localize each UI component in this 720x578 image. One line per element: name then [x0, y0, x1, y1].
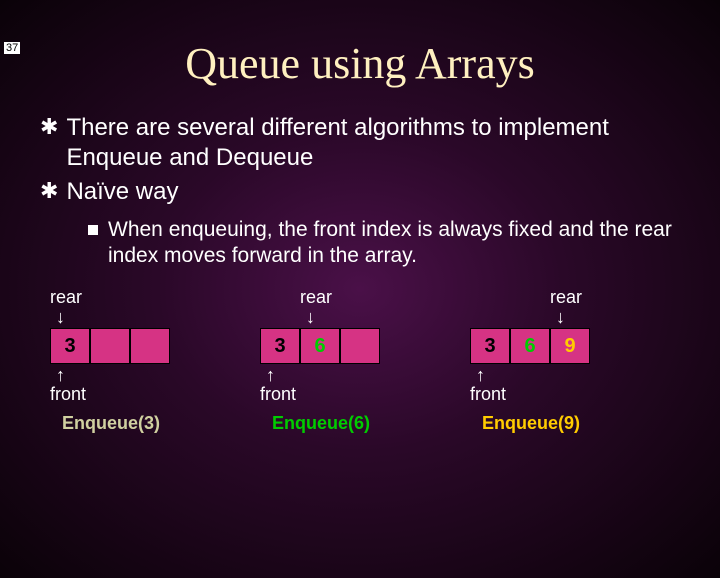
- enqueue-label: Enqueue(9): [482, 413, 580, 434]
- cell: [90, 328, 130, 364]
- asterisk-icon: ✱: [40, 113, 58, 141]
- bullet-2-text: Naïve way: [66, 177, 178, 207]
- cell: 3: [50, 328, 90, 364]
- array-boxes: 3 6 9: [470, 328, 590, 364]
- bullet-1-text: There are several different algorithms t…: [66, 113, 680, 173]
- front-label: front: [50, 384, 86, 405]
- diagram-2: rear ↓ 3 6 ↑ front Enqueue(6): [260, 287, 460, 434]
- cell: 6: [300, 328, 340, 364]
- arrow-up-icon: ↑: [266, 368, 275, 382]
- bullet-1: ✱ There are several different algorithms…: [40, 113, 680, 173]
- page-number: 37: [4, 42, 20, 54]
- slide-title: Queue using Arrays: [0, 38, 720, 89]
- cell: 3: [260, 328, 300, 364]
- cell: 3: [470, 328, 510, 364]
- arrow-up-icon: ↑: [476, 368, 485, 382]
- front-label: front: [470, 384, 506, 405]
- rear-label: rear: [50, 287, 82, 308]
- diagram-1: rear ↓ 3 ↑ front Enqueue(3): [50, 287, 250, 434]
- cell: 9: [550, 328, 590, 364]
- cell: [340, 328, 380, 364]
- front-label: front: [260, 384, 296, 405]
- cell: 6: [510, 328, 550, 364]
- enqueue-label: Enqueue(6): [272, 413, 370, 434]
- content-area: ✱ There are several different algorithms…: [0, 89, 720, 269]
- sub-bullet: When enqueuing, the front index is alway…: [88, 217, 680, 269]
- diagram-3: rear ↓ 3 6 9 ↑ front Enqueue(9): [470, 287, 670, 434]
- diagrams-row: rear ↓ 3 ↑ front Enqueue(3) rear ↓ 3 6 ↑…: [0, 269, 720, 434]
- array-boxes: 3: [50, 328, 170, 364]
- square-icon: [88, 225, 98, 235]
- asterisk-icon: ✱: [40, 177, 58, 205]
- bullet-2: ✱ Naïve way: [40, 177, 680, 207]
- cell: [130, 328, 170, 364]
- enqueue-label: Enqueue(3): [62, 413, 160, 434]
- array-boxes: 3 6: [260, 328, 380, 364]
- arrow-down-icon: ↓: [306, 310, 332, 324]
- rear-label: rear: [550, 287, 582, 308]
- rear-label: rear: [300, 287, 332, 308]
- arrow-down-icon: ↓: [56, 310, 82, 324]
- arrow-up-icon: ↑: [56, 368, 65, 382]
- arrow-down-icon: ↓: [556, 310, 582, 324]
- sub-bullet-text: When enqueuing, the front index is alway…: [108, 217, 680, 269]
